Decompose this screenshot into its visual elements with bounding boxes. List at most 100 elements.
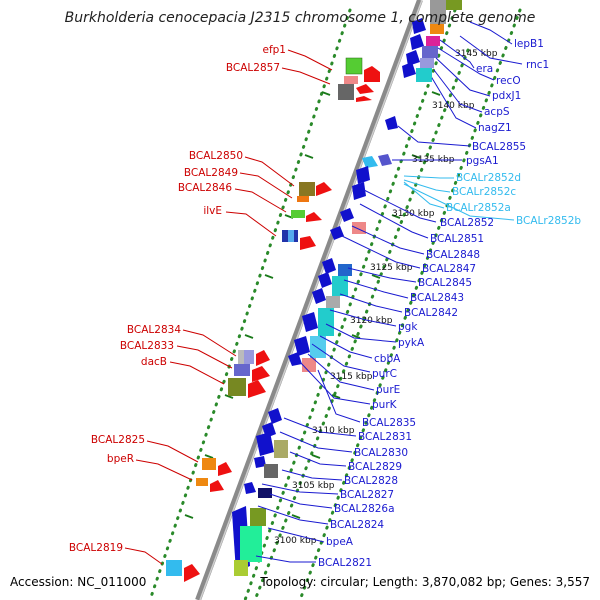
gene-label-bcal2819: BCAL2819: [69, 542, 123, 554]
rna-label-bcalr2852a: BCALr2852a: [446, 202, 511, 214]
gene-label-purc: purC: [372, 368, 397, 380]
gene-label-bcal2834: BCAL2834: [127, 324, 181, 336]
gene-box: [228, 378, 246, 396]
leader-lines-right: [255, 21, 523, 563]
rna-label-bcalr2852c: BCALr2852c: [452, 186, 516, 198]
gene-label-bcal2833: BCAL2833: [120, 340, 174, 352]
gene-arrow: [316, 182, 332, 196]
gene-label-bcal2828: BCAL2828: [344, 475, 398, 487]
gene-label-bcal2847: BCAL2847: [422, 263, 476, 275]
gene-label-pdxj1: pdxJ1: [492, 90, 521, 102]
gene-label-pgk: pgk: [398, 321, 418, 333]
gene-label-era: era: [476, 63, 493, 75]
gene-box: [288, 230, 294, 242]
guide-line-outer-right: [298, 8, 522, 600]
gene-label-bcal2845: BCAL2845: [418, 277, 472, 289]
gene-label-pure: purE: [376, 384, 400, 396]
gene-label-bcal2835: BCAL2835: [362, 417, 416, 429]
gene-label-bcal2830: BCAL2830: [354, 447, 408, 459]
gene-label-bcal2842: BCAL2842: [404, 307, 458, 319]
gene-label-bcal2851: BCAL2851: [430, 233, 484, 245]
genome-summary-text: Topology: circular; Length: 3,870,082 bp…: [260, 575, 590, 589]
gene-label-dacb: dacB: [141, 356, 167, 368]
gene-arrow: [210, 480, 224, 492]
tick-label-3115-kbp: 3115 kbp: [330, 372, 373, 382]
gene-label-bcal2826a: BCAL2826a: [334, 503, 395, 515]
rna-gene-labels: BCALr2852d BCALr2852c BCALr2852a BCALr2852b: [446, 172, 581, 227]
gene-label-purk: purK: [372, 399, 398, 411]
gene-arrow: [306, 212, 322, 222]
gene-label-bcal2831: BCAL2831: [358, 431, 412, 443]
gene-label-ilve: ilvE: [203, 205, 222, 217]
gene-label-bcal2852: BCAL2852: [440, 217, 494, 229]
gene-label-lepb1: lepB1: [514, 38, 544, 50]
chromosome-backbone: [195, 0, 423, 600]
gene-label-bcal2846: BCAL2846: [178, 182, 232, 194]
gene-label-bcal2824: BCAL2824: [330, 519, 384, 531]
gene-box: [345, 57, 363, 75]
gene-label-bcal2821: BCAL2821: [318, 557, 372, 569]
gene-label-bcal2857: BCAL2857: [226, 62, 280, 74]
gene-label-bcal2825: BCAL2825: [91, 434, 145, 446]
tick-label-3105-kbp: 3105 kbp: [292, 481, 335, 491]
gene-label-bper: bpeR: [107, 453, 134, 465]
map-title: Burkholderia cenocepacia J2315 chromosom…: [64, 10, 536, 26]
gene-label-bcal2850: BCAL2850: [189, 150, 243, 162]
left-features: [166, 57, 380, 582]
tick-label-3145-kbp: 3145 kbp: [455, 49, 498, 59]
gene-label-nagz1: nagZ1: [478, 122, 512, 134]
gene-label-bcal2827: BCAL2827: [340, 489, 394, 501]
leader-lines-rna: [403, 175, 515, 221]
gene-box: [299, 182, 315, 196]
gene-arrow: [248, 380, 266, 398]
gene-label-bcal2829: BCAL2829: [348, 461, 402, 473]
gene-box: [344, 76, 358, 84]
gene-arrow: [252, 366, 270, 382]
gene-label-efp1: efp1: [262, 44, 286, 56]
gene-label-bcal2849: BCAL2849: [184, 167, 238, 179]
gene-box: [202, 458, 216, 470]
gene-label-pgsa1: pgsA1: [466, 155, 499, 167]
gene-label-bpea: bpeA: [326, 536, 354, 548]
gene-label-bcal2848: BCAL2848: [426, 249, 480, 261]
rna-label-bcalr2852b: BCALr2852b: [516, 215, 581, 227]
left-gene-labels: efp1 BCAL2857 BCAL2850 BCAL2849 BCAL2846 ilvE…: [69, 44, 286, 554]
gene-box: [234, 364, 250, 376]
gene-label-reco: recO: [496, 75, 521, 87]
gene-arrow: [356, 96, 372, 102]
gene-label-pyka: pykA: [398, 337, 425, 349]
gene-arrow: [385, 116, 398, 130]
rna-label-bcalr2852d: BCALr2852d: [456, 172, 521, 184]
gene-arrow: [184, 564, 200, 582]
gene-label-cbba: cbbA: [374, 353, 401, 365]
guide-line-outer-left: [148, 8, 352, 600]
guide-line-inner-left: [243, 8, 457, 600]
tick-label-3125-kbp: 3125 kbp: [370, 263, 413, 273]
gene-box: [196, 478, 208, 486]
guide-line-inner-right: [253, 48, 470, 600]
right-features: [232, 0, 462, 576]
gene-arrow: [364, 66, 380, 82]
leader-lines-left: [124, 49, 333, 565]
gene-box: [338, 84, 354, 100]
gene-box: [166, 560, 182, 576]
gene-arrow: [256, 350, 270, 366]
accession-text: Accession: NC_011000: [10, 575, 147, 589]
gene-box: [291, 210, 305, 218]
gene-label-bcal2843: BCAL2843: [410, 292, 464, 304]
guide-lines: [148, 8, 522, 600]
gene-arrow: [218, 462, 232, 476]
gene-label-bcal2855: BCAL2855: [472, 141, 526, 153]
tick-label-3130-kbp: 3130 kbp: [392, 209, 435, 219]
gene-label-rnc1: rnc1: [526, 59, 549, 71]
gene-box: [244, 350, 254, 364]
gene-arrow: [300, 236, 316, 250]
tick-label-3110-kbp: 3110 kbp: [312, 426, 355, 436]
gene-box: [297, 196, 309, 202]
tick-label-3100-kbp: 3100 kbp: [274, 536, 317, 546]
tick-label-3140-kbp: 3140 kbp: [432, 101, 475, 111]
gene-arrow: [356, 84, 374, 94]
gene-label-acps: acpS: [484, 106, 510, 118]
